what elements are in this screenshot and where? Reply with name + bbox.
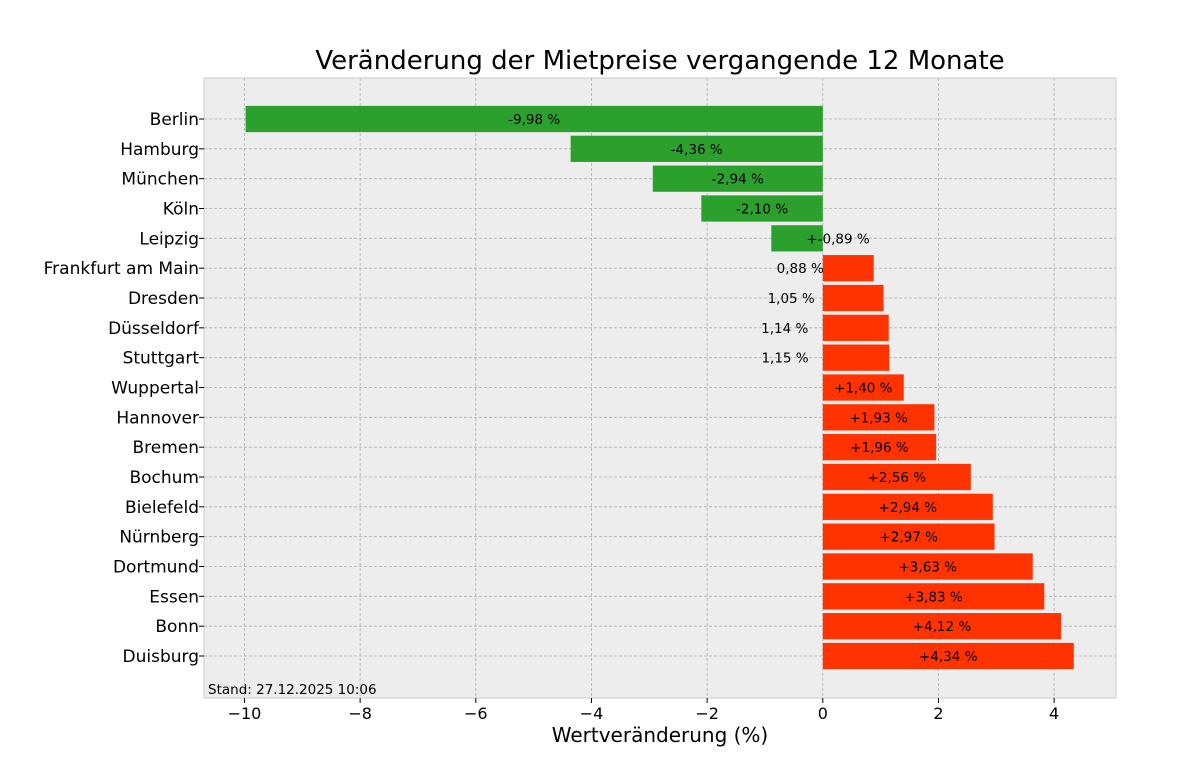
data-label: -2,94 % — [712, 172, 764, 188]
data-label: +2,56 % — [868, 470, 927, 486]
y-tick-label: Leipzig — [139, 229, 199, 249]
y-tick-label: Düsseldorf — [108, 319, 200, 339]
y-tick-label: München — [121, 170, 199, 190]
y-tick-label: Nürnberg — [119, 528, 199, 548]
data-label: +-0,89 % — [806, 231, 870, 247]
y-tick-label: Bonn — [155, 617, 199, 637]
bar-k-ln — [701, 195, 823, 222]
x-tick-label: −4 — [580, 704, 604, 723]
data-label: 1,15 % — [761, 351, 808, 367]
x-tick-label: −10 — [228, 704, 262, 723]
data-label: +1,96 % — [850, 440, 909, 456]
data-label: +3,83 % — [904, 589, 963, 605]
data-label: +3,63 % — [899, 560, 958, 576]
x-tick-label: −6 — [464, 704, 488, 723]
y-tick-label: Köln — [163, 200, 199, 220]
y-tick-label: Berlin — [150, 110, 199, 130]
bar-stuttgart — [822, 344, 890, 371]
data-label: -2,10 % — [736, 202, 788, 218]
bar-bonn — [822, 613, 1062, 640]
data-label: +2,97 % — [879, 530, 938, 546]
x-tick-label: 0 — [818, 704, 828, 723]
bar-dresden — [822, 284, 884, 312]
y-tick-label: Hannover — [116, 408, 199, 428]
x-axis-label: Wertveränderung (%) — [552, 723, 769, 747]
bar-hannover — [822, 404, 935, 431]
data-label: +4,12 % — [913, 619, 972, 635]
chart-title: Veränderung der Mietpreise vergangende 1… — [315, 46, 1004, 76]
y-tick-label: Essen — [149, 587, 199, 607]
bar-hamburg — [570, 135, 823, 162]
x-tick-label: −2 — [695, 704, 719, 723]
bar-m-nchen — [652, 165, 823, 192]
x-tick-label: −8 — [348, 704, 372, 723]
y-tick-label: Wuppertal — [111, 379, 199, 399]
bar-d-sseldorf — [822, 314, 889, 341]
y-tick-label: Stuttgart — [123, 349, 200, 369]
data-label: -4,36 % — [671, 142, 723, 158]
y-tick-label: Bochum — [129, 468, 199, 488]
bar-dortmund — [822, 553, 1033, 580]
data-label: +2,94 % — [879, 500, 938, 516]
data-label: 1,14 % — [761, 321, 808, 337]
bar-leipzig — [771, 225, 823, 252]
data-label: +1,40 % — [834, 381, 893, 397]
y-tick-label: Hamburg — [120, 140, 199, 160]
bar-wuppertal — [822, 374, 904, 401]
bar-bielefeld — [822, 493, 993, 520]
data-label: 1,05 % — [768, 291, 815, 307]
x-tick-label: 2 — [933, 704, 943, 723]
bar-frankfurt-am-main — [822, 255, 874, 282]
data-label: -9,98 % — [508, 112, 560, 128]
bar-duisburg — [822, 642, 1074, 670]
data-label: +1,93 % — [849, 410, 908, 426]
timestamp-annotation: Stand: 27.12.2025 10:06 — [208, 682, 377, 698]
bar-bremen — [822, 434, 937, 461]
bar-bochum — [822, 463, 971, 491]
data-label: 0,88 % — [777, 261, 824, 277]
data-label: +4,34 % — [919, 649, 978, 665]
bar-essen — [822, 583, 1045, 610]
y-tick-label: Bremen — [132, 438, 199, 458]
y-tick-label: Bielefeld — [125, 498, 199, 518]
x-tick-label: 4 — [1049, 704, 1059, 723]
y-tick-label: Frankfurt am Main — [44, 259, 199, 279]
y-tick-label: Duisburg — [123, 647, 200, 667]
bar-n-rnberg — [822, 523, 995, 550]
y-tick-label: Dresden — [128, 289, 199, 309]
y-tick-label: Dortmund — [113, 558, 199, 578]
bar-berlin — [245, 105, 823, 133]
